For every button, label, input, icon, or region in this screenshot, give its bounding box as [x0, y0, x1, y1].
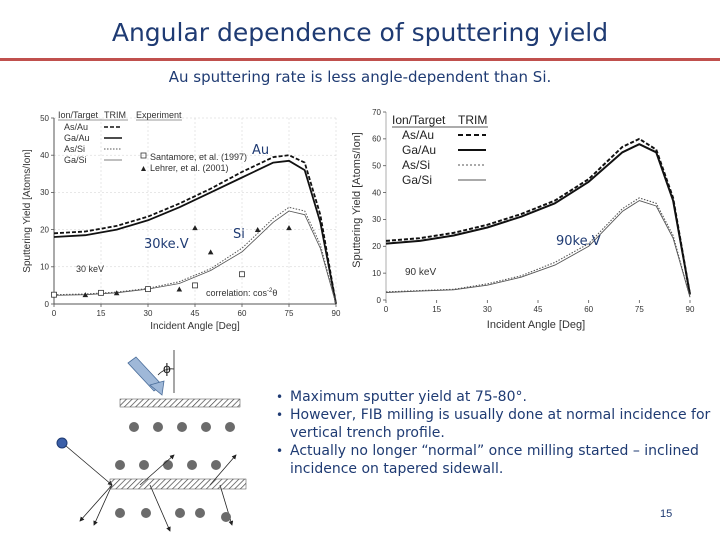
y-tick-label: 40 [372, 188, 381, 197]
x-tick-label: 30 [483, 305, 492, 314]
series-line-as-au [53, 154, 337, 305]
x-tick-label: 0 [384, 305, 389, 314]
slide-subtitle: Au sputtering rate is less angle-depende… [168, 68, 552, 86]
top-layer [119, 398, 241, 408]
y-tick-label: 20 [40, 225, 49, 234]
experiment-point-triangle [82, 292, 89, 298]
left-correlation-note: correlation: cos-2θ [206, 288, 277, 298]
bullet-item: Actually no longer “normal” once milling… [274, 442, 714, 478]
x-tick-label: 45 [191, 309, 200, 318]
series-line-as-si [385, 197, 691, 298]
right-ticks: 0 15 30 45 60 75 90 0 10 20 30 40 50 60 70 [372, 108, 695, 314]
left-legend-header-1: Ion/Target [58, 110, 99, 120]
series-line-ga-au [385, 143, 691, 295]
bullet-list: Maximum sputter yield at 75-80°. However… [274, 388, 714, 478]
left-legend-s3: Ga/Si [64, 155, 87, 165]
title-rule [0, 58, 720, 61]
experiment-point-square [98, 289, 104, 296]
overlay-au: Au [252, 143, 270, 158]
top-atoms [115, 422, 235, 470]
right-series [385, 137, 691, 298]
x-tick-label: 75 [285, 309, 294, 318]
overlay-si: Si [233, 227, 245, 242]
right-legend-s0: As/Au [402, 128, 434, 142]
experiment-point-triangle [254, 227, 261, 232]
experiment-point-square [192, 282, 198, 289]
right-legend-s2: As/Si [402, 158, 430, 172]
x-tick-label: 60 [238, 309, 247, 318]
left-legend-s1: Ga/Au [64, 133, 90, 143]
angle-symbol: ϕ [163, 360, 171, 376]
bullet-item: Maximum sputter yield at 75-80°. [274, 388, 714, 406]
x-tick-label: 90 [332, 309, 341, 318]
chart-30kev: 0 15 30 45 60 75 90 0 10 20 30 40 50 Ion/Target TRIM… [20, 104, 344, 336]
y-tick-label: 30 [372, 215, 381, 224]
page-number: 15 [660, 508, 673, 520]
overlay-30kev: 30ke.V [144, 237, 189, 252]
bottom-layer [109, 478, 247, 490]
bullet-item: However, FIB milling is usually done at … [274, 406, 714, 442]
series-line-ga-au [53, 159, 337, 305]
left-x-label: Incident Angle [Deg] [150, 321, 240, 332]
right-y-label: Sputtering Yield [Atoms/Ion] [351, 132, 363, 268]
experiment-point-triangle [176, 286, 183, 292]
left-legend-header-3: Experiment [136, 110, 182, 120]
y-tick-label: 60 [372, 135, 381, 144]
left-ticks: 0 15 30 45 60 75 90 0 10 20 30 40 50 [40, 114, 341, 318]
incident-ion-icon [56, 437, 68, 449]
bottom-atoms [115, 508, 231, 522]
right-legend-header-1: Ion/Target [392, 113, 446, 127]
x-tick-label: 0 [52, 309, 57, 318]
left-legend-s0: As/Au [64, 122, 88, 132]
sputtering-diagram: ϕ [56, 350, 247, 532]
ion-beam-icon [127, 356, 165, 396]
experiment-point-square [51, 291, 57, 298]
x-tick-label: 15 [432, 305, 441, 314]
left-legend-exp0: Santamore, et al. (1997) [150, 152, 247, 162]
x-tick-label: 60 [584, 305, 593, 314]
experiment-point-triangle [192, 225, 198, 231]
series-line-ga-si [53, 210, 337, 305]
experiment-point-square [145, 286, 151, 293]
right-x-label: Incident Angle [Deg] [487, 319, 585, 331]
slide-title: Angular dependence of sputtering yield [111, 18, 609, 47]
experiment-point-triangle [207, 249, 214, 255]
right-legend-s3: Ga/Si [402, 173, 432, 187]
experiment-point-square [239, 271, 245, 278]
x-tick-label: 45 [534, 305, 543, 314]
left-legend: Ion/Target TRIM Experiment As/Au Ga/Au A… [58, 110, 247, 173]
right-legend-header-2: TRIM [458, 113, 487, 127]
left-series [53, 154, 337, 305]
left-markers [51, 225, 292, 298]
y-tick-label: 10 [372, 269, 381, 278]
y-tick-label: 0 [45, 300, 50, 309]
y-tick-label: 0 [377, 296, 382, 305]
left-legend-s2: As/Si [64, 144, 85, 154]
series-line-as-si [53, 206, 337, 305]
experiment-point-triangle [113, 290, 120, 296]
left-legend-exp1: Lehrer, et al. (2001) [150, 163, 229, 173]
x-tick-label: 15 [97, 309, 106, 318]
left-panel-label: 30 keV [76, 264, 104, 274]
y-tick-label: 30 [40, 188, 49, 197]
chart-90kev: 0 15 30 45 60 75 90 0 10 20 30 40 50 60 70 Ion/Target … [350, 104, 702, 336]
x-tick-label: 30 [144, 309, 153, 318]
experiment-point-triangle [286, 225, 292, 231]
y-tick-label: 50 [40, 114, 49, 123]
y-tick-label: 50 [372, 162, 381, 171]
right-legend-s1: Ga/Au [402, 143, 436, 157]
y-tick-label: 20 [372, 242, 381, 251]
y-tick-label: 40 [40, 151, 49, 160]
series-line-ga-si [385, 200, 691, 298]
right-panel-label: 90 keV [405, 267, 436, 278]
left-legend-header-2: TRIM [104, 110, 126, 120]
x-tick-label: 75 [635, 305, 644, 314]
y-tick-label: 70 [372, 108, 381, 117]
overlay-90kev: 90ke.V [556, 234, 601, 249]
left-y-label: Sputtering Yield [Atoms/Ion] [22, 149, 33, 273]
x-tick-label: 90 [686, 305, 695, 314]
y-tick-label: 10 [40, 263, 49, 272]
right-legend: Ion/Target TRIM As/Au Ga/Au As/Si Ga/Si [392, 113, 488, 187]
